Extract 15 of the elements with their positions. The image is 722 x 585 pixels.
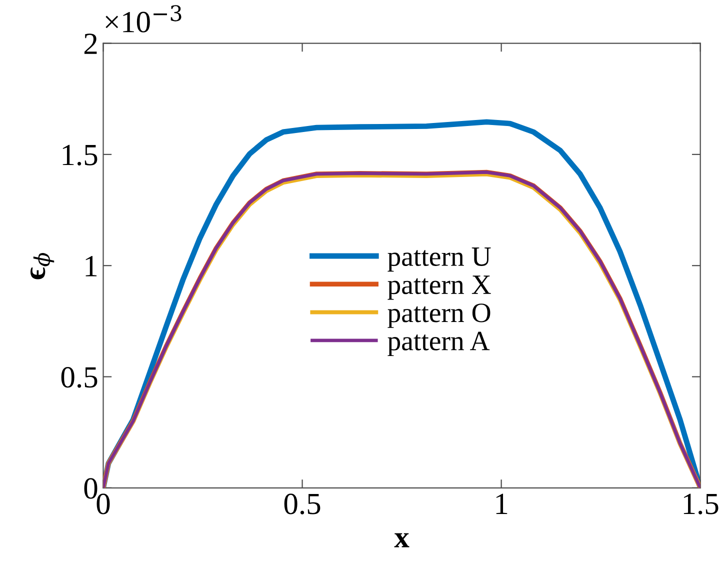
x-tick-label: 1.5	[684, 494, 718, 514]
x-tick-label: 0.5	[284, 494, 320, 514]
x-axis-title: x	[394, 533, 410, 548]
legend-label: pattern U	[388, 248, 491, 272]
legend-label: pattern O	[388, 304, 490, 328]
y-axis-title: ϵ$_{ϕ}$	[30, 252, 54, 280]
legend-label: pattern A	[388, 332, 490, 356]
y-tick-label: 2	[84, 34, 97, 54]
legend-label: pattern X	[388, 276, 491, 300]
x-tick-label: 1	[496, 494, 508, 514]
text: ×10$^{−3}$	[106, 5, 182, 32]
y-tick-label: 1.5	[62, 144, 98, 166]
y-tick-label: 0.5	[61, 367, 98, 388]
y-tick-label: 1	[86, 256, 97, 276]
y-tick-label: 0	[84, 478, 98, 499]
